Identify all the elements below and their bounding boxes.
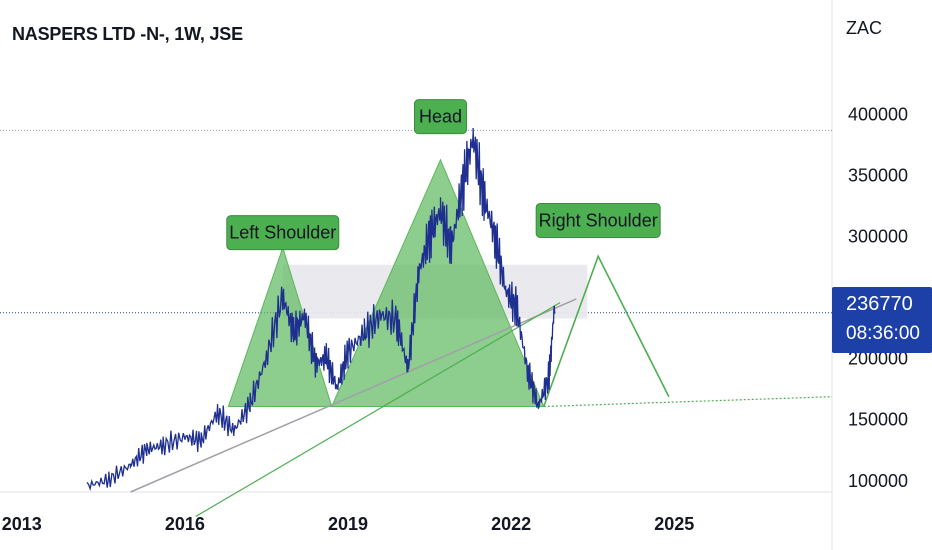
y-tick-label: 200000: [848, 349, 908, 369]
rising-trendline: [130, 298, 577, 493]
pattern-label: Left Shoulder: [229, 223, 336, 243]
neckline-extension: [543, 396, 833, 408]
pattern-label: Right Shoulder: [539, 210, 658, 230]
pattern-label-box: [413, 99, 467, 135]
currency-label: ZAC: [846, 18, 882, 38]
x-tick-label: 2013: [2, 514, 42, 534]
y-tick-label: 400000: [848, 104, 908, 124]
head-triangle: [330, 158, 545, 407]
last-price-tag: 236770 08:36:00: [832, 287, 932, 353]
bar-countdown: 08:36:00: [846, 323, 920, 344]
right-shoulder-projection: [543, 254, 670, 407]
x-tick-label: 2016: [165, 514, 205, 534]
y-tick-label: 300000: [848, 226, 908, 246]
x-tick-label: 2022: [491, 514, 531, 534]
y-tick-label: 150000: [848, 410, 908, 430]
support-trendline: [195, 302, 561, 517]
x-tick-label: 2025: [654, 514, 694, 534]
pattern-label-box: [535, 202, 661, 238]
last-price-value: 236770: [846, 293, 913, 315]
pattern-label-box: [226, 215, 340, 251]
y-tick-label: 100000: [848, 471, 908, 491]
chart-title: NASPERS LTD -N-, 1W, JSE: [12, 24, 243, 44]
pattern-label: Head: [419, 107, 462, 127]
price-series-line: [86, 127, 556, 492]
y-axis-fade: [833, 40, 932, 58]
x-tick-label: 2019: [328, 514, 368, 534]
y-tick-label: 350000: [848, 165, 908, 185]
